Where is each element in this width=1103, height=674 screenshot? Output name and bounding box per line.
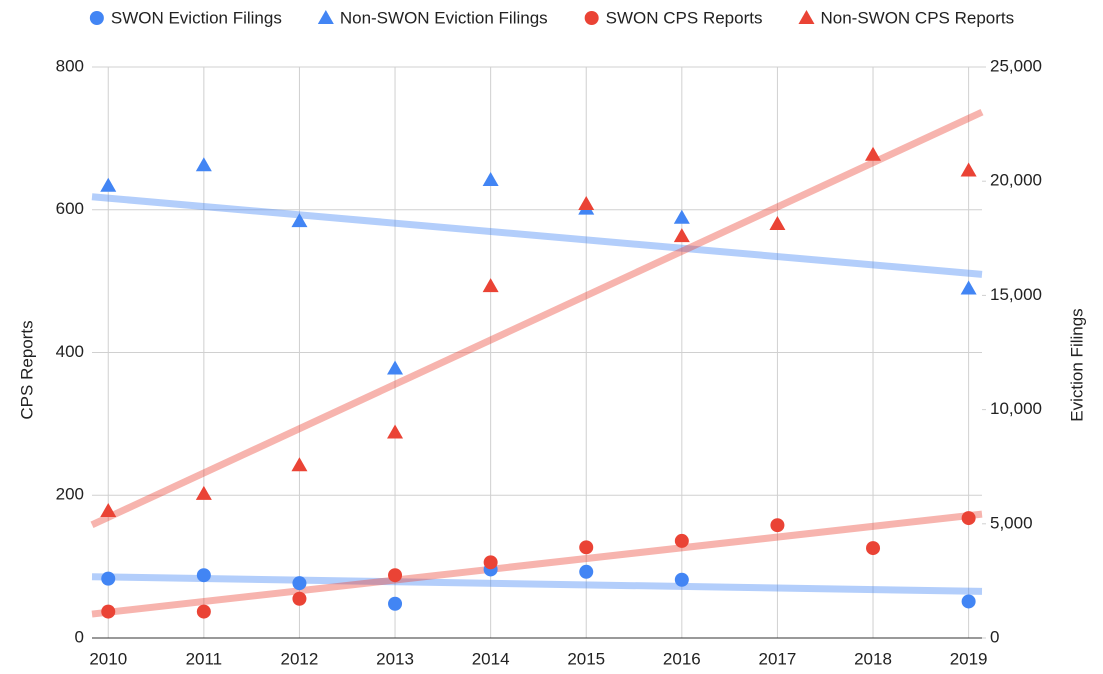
legend-label: SWON Eviction Filings: [111, 8, 282, 27]
circle-marker: [89, 11, 104, 25]
x-tick-label: 2017: [759, 649, 797, 668]
y2-tick-label: 10,000: [990, 399, 1042, 418]
circle-marker: [674, 572, 689, 587]
circle-marker: [674, 533, 689, 548]
circle-marker: [196, 604, 211, 619]
y2-axis-title: Eviction Filings: [1067, 308, 1086, 421]
triangle-marker: [387, 424, 404, 439]
y2-tick-label: 0: [990, 627, 999, 646]
trendline: [91, 510, 983, 618]
x-tick-label: 2019: [950, 649, 988, 668]
triangle-marker: [100, 502, 117, 517]
circle-marker: [101, 571, 116, 586]
x-tick-label: 2018: [854, 649, 892, 668]
triangle-marker: [578, 196, 595, 211]
legend: SWON Eviction Filings Non-SWON Eviction F…: [89, 8, 1014, 27]
y-tick-label: 200: [56, 485, 84, 504]
y-tick-label: 0: [75, 627, 84, 646]
circle-marker: [584, 11, 599, 25]
y2-tick-label: 25,000: [990, 56, 1042, 75]
triangle-marker: [482, 172, 499, 187]
triangle-marker: [195, 485, 212, 500]
triangle-marker: [673, 209, 690, 224]
trendline: [91, 193, 983, 278]
triangle-marker: [317, 10, 334, 24]
y-tick-label: 400: [56, 342, 84, 361]
legend-label: Non-SWON Eviction Filings: [340, 8, 548, 27]
legend-label: Non-SWON CPS Reports: [820, 8, 1014, 27]
y-axis-title: CPS Reports: [17, 320, 36, 419]
triangle-marker: [769, 216, 786, 231]
circle-marker: [961, 594, 976, 609]
y2-tick-label: 5,000: [990, 513, 1033, 532]
circle-marker: [101, 604, 116, 619]
triangle-marker: [673, 228, 690, 243]
x-tick-label: 2013: [376, 649, 414, 668]
circle-marker: [579, 564, 594, 579]
triangle-marker: [798, 10, 815, 24]
x-tick-label: 2016: [663, 649, 701, 668]
triangle-marker: [291, 457, 308, 472]
y2-tick-label: 20,000: [990, 171, 1042, 190]
legend-label: SWON CPS Reports: [606, 8, 763, 27]
circle-marker: [866, 541, 881, 556]
triangle-marker: [960, 162, 977, 177]
x-tick-label: 2010: [89, 649, 127, 668]
circle-marker: [292, 591, 307, 606]
circle-marker: [196, 568, 211, 583]
y-tick-label: 800: [56, 56, 84, 75]
triangle-marker: [387, 360, 404, 375]
circle-marker: [388, 568, 403, 583]
triangle-marker: [100, 177, 117, 192]
triangle-marker: [291, 213, 308, 228]
circle-marker: [961, 511, 976, 526]
x-tick-label: 2015: [567, 649, 605, 668]
circle-marker: [388, 596, 403, 611]
triangle-marker: [865, 146, 882, 161]
circle-marker: [483, 555, 498, 570]
circle-marker: [579, 540, 594, 555]
triangle-marker: [195, 157, 212, 172]
trendline: [91, 573, 983, 595]
triangle-marker: [960, 280, 977, 295]
y2-tick-label: 15,000: [990, 285, 1042, 304]
x-tick-label: 2011: [186, 649, 223, 668]
triangle-marker: [482, 278, 499, 293]
y-tick-label: 600: [56, 199, 84, 218]
x-tick-label: 2012: [281, 649, 319, 668]
circle-marker: [770, 518, 785, 533]
x-tick-label: 2014: [472, 649, 510, 668]
trendline: [90, 108, 984, 529]
circle-marker: [292, 576, 307, 591]
